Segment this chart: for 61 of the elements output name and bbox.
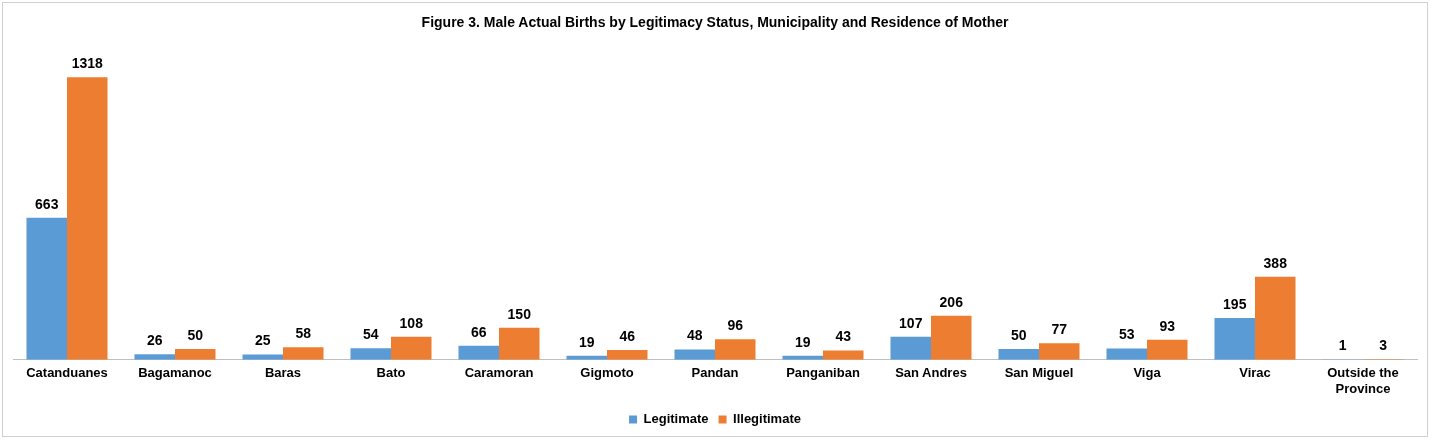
x-tick-label: Viga xyxy=(1133,365,1162,381)
data-label: 150 xyxy=(507,305,532,322)
data-label: 663 xyxy=(35,195,59,212)
bar xyxy=(890,336,931,360)
x-tick-label: Caramoran xyxy=(464,365,534,381)
bar xyxy=(67,77,108,360)
data-label: 1 xyxy=(1338,337,1347,354)
legend-label: Illegitimate xyxy=(733,411,801,427)
data-label: 66 xyxy=(470,323,487,340)
bar xyxy=(175,349,216,360)
data-label: 50 xyxy=(1010,326,1027,343)
bar xyxy=(242,354,283,360)
x-tick-label: Outside the Province xyxy=(1327,365,1399,396)
bar xyxy=(998,349,1039,360)
data-label: 107 xyxy=(899,314,923,331)
bar xyxy=(26,217,67,360)
data-label: 77 xyxy=(1051,321,1068,338)
x-tick-label: San Miguel xyxy=(1004,365,1074,381)
data-label: 96 xyxy=(727,317,744,334)
data-label: 25 xyxy=(254,332,271,349)
data-label: 3 xyxy=(1379,337,1388,354)
x-tick-label: Gigmoto xyxy=(580,365,634,381)
x-tick-label: Baras xyxy=(264,365,302,381)
bar xyxy=(391,336,432,360)
bar xyxy=(715,339,756,360)
data-label: 58 xyxy=(295,325,312,342)
bar xyxy=(1147,339,1188,360)
data-label: 195 xyxy=(1223,295,1247,312)
data-label: 19 xyxy=(578,333,595,350)
data-label: 53 xyxy=(1118,326,1135,343)
x-tick-label: Virac xyxy=(1239,365,1271,381)
data-label: 46 xyxy=(619,327,636,344)
chart-title: Figure 3. Male Actual Births by Legitimacy Status, Municipality and Residence of Mother xyxy=(421,14,1009,31)
data-label: 93 xyxy=(1159,317,1176,334)
bar xyxy=(931,315,972,360)
x-tick-label: Bato xyxy=(376,365,406,381)
x-tick-label: Panganiban xyxy=(786,365,860,381)
legend-label: Legitimate xyxy=(643,411,709,427)
x-tick-label: Pandan xyxy=(691,365,739,381)
bar xyxy=(350,348,391,360)
data-label: 50 xyxy=(187,326,204,343)
x-tick-label: San Andres xyxy=(895,365,967,381)
data-label: 388 xyxy=(1263,254,1288,271)
bar xyxy=(1214,318,1255,360)
x-tick-label: Bagamanoc xyxy=(138,365,212,381)
data-label: 48 xyxy=(686,327,703,344)
bar xyxy=(1255,276,1296,360)
bar xyxy=(607,349,648,360)
bar xyxy=(283,347,324,360)
data-label: 108 xyxy=(399,314,424,331)
data-label: 26 xyxy=(146,332,163,349)
bar xyxy=(499,327,540,360)
data-label: 1318 xyxy=(71,55,104,72)
bar xyxy=(458,345,499,360)
data-label: 54 xyxy=(362,326,379,343)
data-label: 206 xyxy=(939,293,964,310)
data-label: 43 xyxy=(835,328,852,345)
x-tick-label: Catanduanes xyxy=(26,365,108,381)
data-label: 19 xyxy=(794,333,811,350)
bar xyxy=(1106,348,1147,360)
bar xyxy=(1039,343,1080,360)
